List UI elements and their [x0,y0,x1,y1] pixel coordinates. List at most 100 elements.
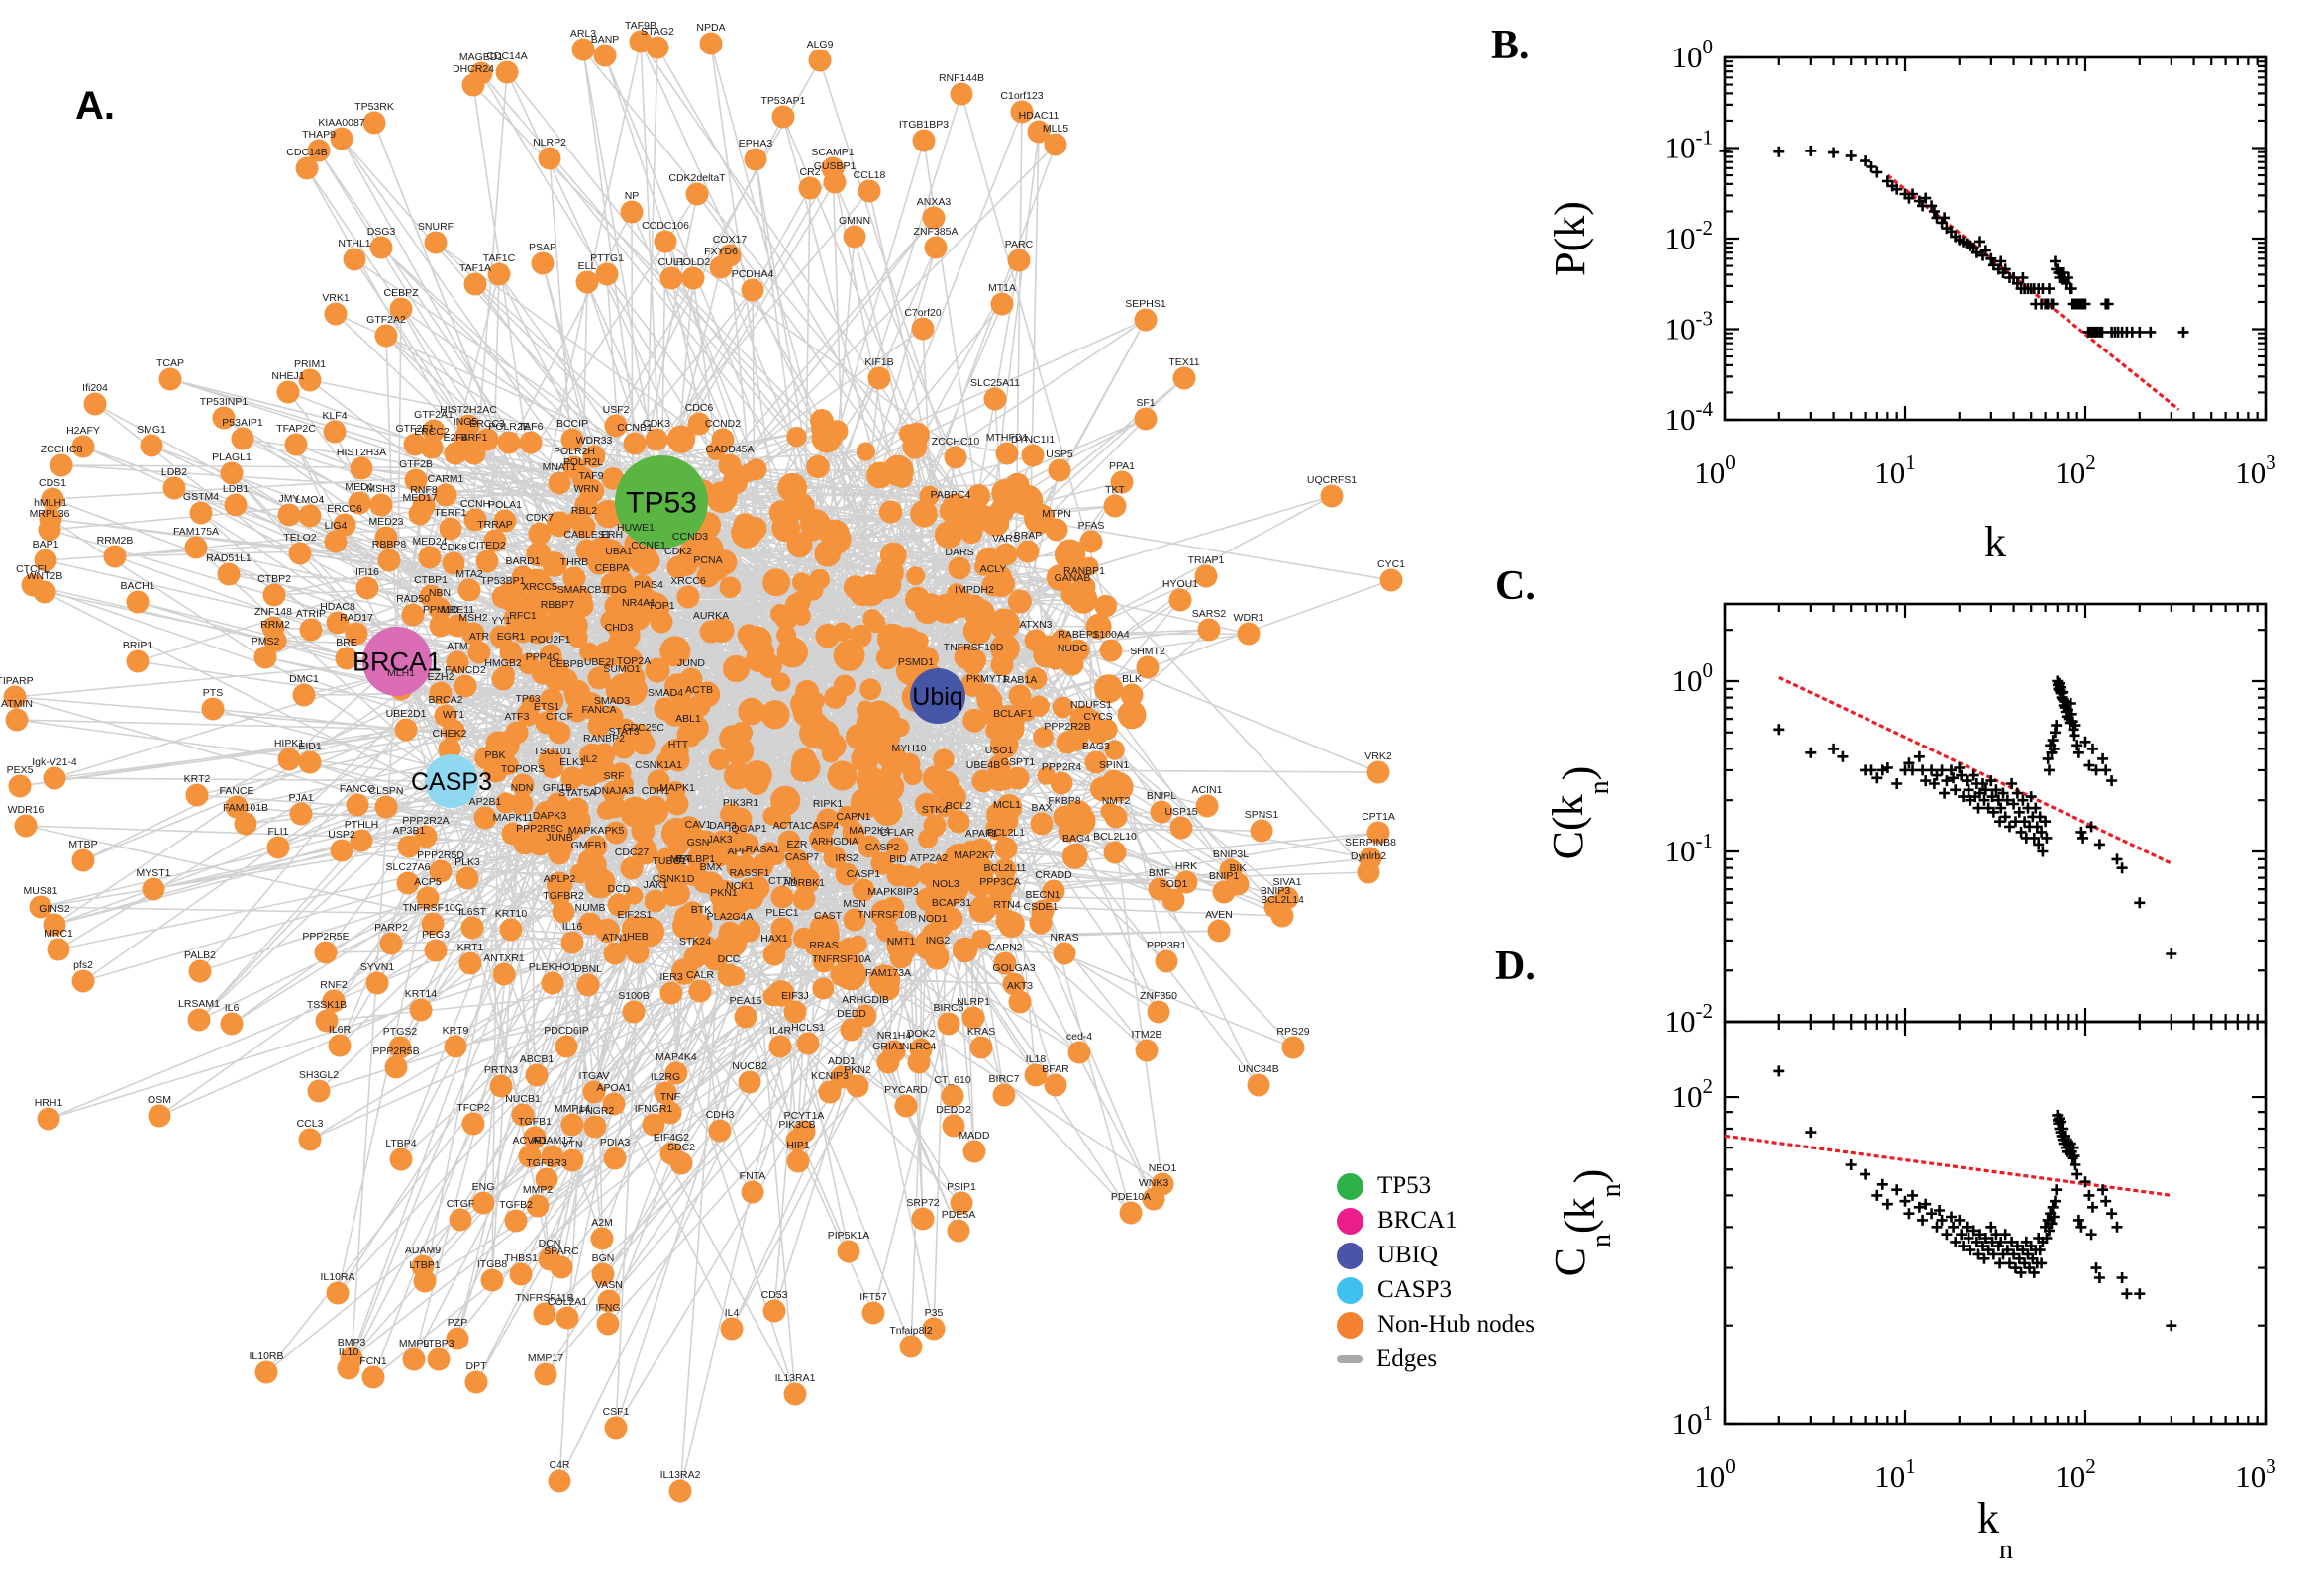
node-label: NOD1 [918,913,947,925]
node-label: TNFRSF10A [812,953,871,965]
node-label: PJA1 [288,792,313,804]
node-label: FANCA [581,704,616,716]
node-label: RAB1A [1003,674,1037,686]
node-label: MTHFD1 [986,432,1029,444]
node-label: CDK8 [440,542,467,553]
node-label: KRT14 [405,988,438,1000]
node-label: DYNC1I1 [1011,434,1056,446]
node-label: TOP1 [648,600,674,612]
node-label: TERF1 [434,507,466,519]
node-label: BRF1 [461,432,488,444]
node-label: GTF2B [399,458,433,470]
node-label: CCL18 [854,169,886,181]
x-axis-title: kn [1977,1494,2013,1565]
node-label: GTF2A1 [414,409,454,421]
node-label: E2F4 [443,432,467,444]
node-label: RFC1 [509,610,537,622]
node-label: MAPK11 [493,812,534,824]
tick-label: 10-4 [1666,397,1714,437]
node-label: MRPL36 [30,508,70,520]
node-label: POU2F1 [531,634,571,646]
legend-item-label: Non-Hub nodes [1377,1311,1536,1338]
node-label: UNC84B [1238,1063,1278,1075]
node-label: PPP2R5E [302,931,349,943]
node-label: BACH1 [120,580,154,592]
node-label: PIK3CB [778,1119,815,1131]
node-label: HDAC8 [320,601,355,613]
node-label: STAG2 [641,26,674,38]
node-label: TP53RK [354,101,394,113]
node-label: DAP3 [709,820,737,832]
node-label: TP63 [515,693,540,705]
node-label: BCL2L1 [987,827,1025,839]
node-label: IFNG [595,1302,620,1314]
node-label: ATN1 [602,932,628,944]
node-label: RBBP8 [372,539,407,550]
panel-b-label: B. [1491,23,1530,68]
node-label: STK4 [922,804,948,816]
node-label: TSSK1B [307,999,347,1011]
node-label: MAP2K7 [954,849,995,861]
node-label: MMP2 [523,1184,553,1196]
node-label: RABEP1 [1058,629,1099,641]
node-label: PPP2R5D [417,849,464,861]
hub-node-tp53 [615,455,708,549]
node-label: GINS2 [39,903,70,915]
node-label: WDR1 [1234,612,1264,624]
node-label: NOL3 [932,878,960,890]
node-label: SRF [604,770,625,782]
node-label: APAF1 [965,828,998,840]
node-label: PPP2R2A [402,815,449,827]
node-label: IL2 [583,753,598,765]
node-label: DOK2 [907,1028,936,1040]
node-label: MLL5 [1043,123,1068,135]
node-label: WDR16 [8,804,45,816]
node-label: PKMYT1 [966,673,1008,685]
node-label: MADD [960,1130,990,1142]
node-label: RIPK1 [813,798,844,810]
node-label: CSF1 [603,1406,630,1418]
node-label: TNFRSF10C [403,902,463,914]
legend-item-ubiq: UBIQ [1337,1242,1535,1269]
node-label: GTF2F1 [395,423,434,435]
node-label: EZR [787,839,808,850]
node-label: PALB2 [184,949,216,961]
node-label: P53AIP1 [222,417,263,429]
node-label: JUNB [546,832,572,844]
node-label: ATF3 [505,711,530,723]
node-label: UBE2I [584,656,614,668]
node-label: IL10RB [249,1350,283,1362]
node-label: LRSAM1 [178,998,220,1010]
node-label: CCL3 [297,1118,324,1130]
node-label: POLD2 [676,256,711,268]
node-label: BAP1 [33,539,59,550]
node-label: ABL1 [675,713,701,725]
node-label: MLH1 [387,667,415,679]
node-label: ITGB1BP3 [899,119,949,131]
node-label: PLA2G4A [707,911,754,923]
tick-label: 100 [1694,450,1736,490]
node-label: PTHLH [345,819,378,831]
node-label: GFI1B [543,782,572,794]
node-label: ZNF148 [254,606,292,618]
node-label: FKBP8 [1048,795,1080,807]
node-label: STAT3 [608,726,639,738]
node-label: UBE2D1 [386,708,427,720]
node-label: RRM2 [260,619,290,631]
node-label: PDIA3 [600,1137,631,1148]
node-label: MMP17 [528,1352,563,1364]
node-label: SPNS1 [1245,809,1279,821]
node-label: ADAM9 [405,1245,441,1256]
node-label: ING2 [926,935,951,947]
legend-item-non-hub-nodes: Non-Hub nodes [1337,1311,1535,1339]
node-label: BNIP3L [1213,848,1249,860]
node-label: JMY [279,493,300,505]
y-axis-title: Cn(kn) [1546,1169,1627,1277]
node-label: PCYT1A [784,1110,825,1122]
node-label: FANCG [340,783,375,795]
node-label: UBE4B [966,759,1000,771]
node-label: NMT1 [887,936,916,948]
node-label: FAM101B [223,802,268,814]
node-label: DSG3 [367,226,396,238]
node-label: DCD [608,883,631,895]
